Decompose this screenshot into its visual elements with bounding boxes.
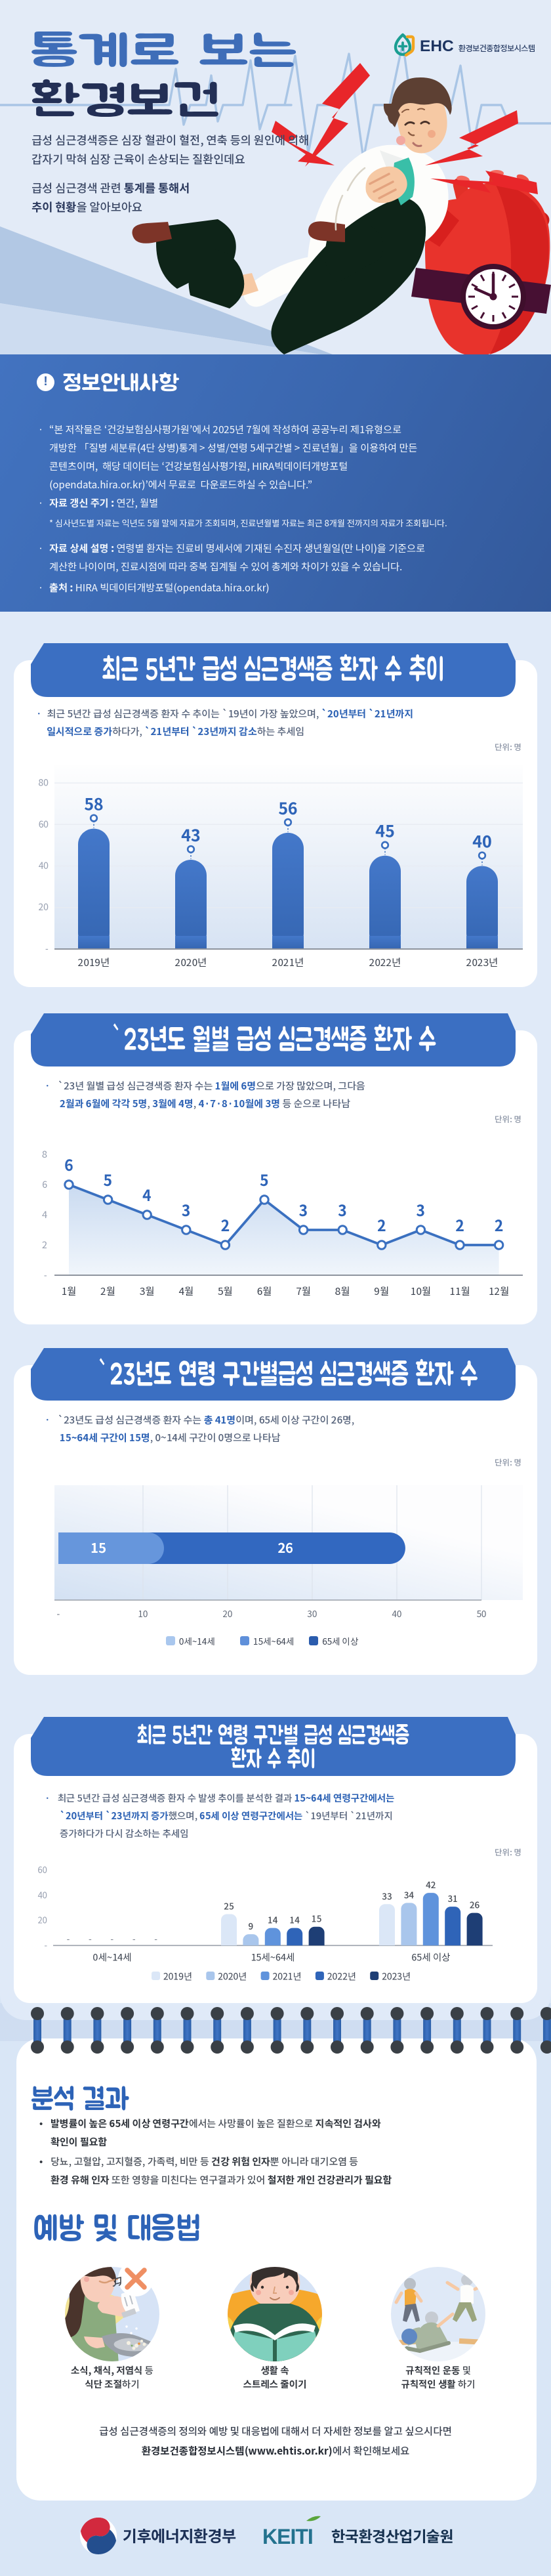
svg-text:30: 30 — [308, 1607, 317, 1620]
svg-text:-: - — [111, 1932, 114, 1945]
svg-text:80: 80 — [38, 776, 49, 790]
svg-text:9: 9 — [249, 1919, 254, 1932]
svg-text:4: 4 — [142, 1183, 152, 1206]
svg-text:3: 3 — [299, 1198, 308, 1221]
svg-text:5: 5 — [104, 1168, 113, 1191]
svg-text:26: 26 — [277, 1538, 293, 1557]
svg-text:40: 40 — [392, 1607, 402, 1620]
svg-text:2019년: 2019년 — [163, 1970, 192, 1983]
svg-text:KEITI: KEITI — [262, 2525, 313, 2548]
svg-text:2021년: 2021년 — [272, 955, 304, 969]
svg-text:15세~64세: 15세~64세 — [251, 1950, 295, 1964]
svg-text:60: 60 — [38, 1864, 47, 1876]
svg-text:3월: 3월 — [140, 1284, 155, 1298]
svg-text:11월: 11월 — [449, 1284, 470, 1298]
svg-text:1월: 1월 — [62, 1284, 77, 1298]
svg-text:5월: 5월 — [218, 1284, 233, 1298]
svg-text:8: 8 — [42, 1147, 47, 1161]
svg-text:9월: 9월 — [374, 1284, 389, 1298]
svg-text:65세 이상: 65세 이상 — [322, 1634, 358, 1647]
svg-text:60: 60 — [38, 818, 49, 831]
svg-text:43: 43 — [181, 823, 201, 847]
svg-text:12월: 12월 — [489, 1284, 509, 1298]
svg-text:3: 3 — [417, 1198, 426, 1221]
svg-text:40: 40 — [38, 1888, 47, 1901]
svg-text:2020년: 2020년 — [175, 955, 207, 969]
svg-text:3: 3 — [338, 1198, 347, 1221]
svg-text:26: 26 — [470, 1898, 480, 1911]
svg-text:15: 15 — [91, 1538, 106, 1557]
svg-text:-: - — [67, 1932, 70, 1945]
svg-text:58: 58 — [84, 792, 104, 816]
svg-text:3: 3 — [182, 1198, 191, 1221]
svg-text:33: 33 — [382, 1889, 392, 1902]
svg-text:2: 2 — [221, 1214, 230, 1236]
svg-text:34: 34 — [404, 1888, 415, 1901]
svg-text:2020년: 2020년 — [218, 1970, 247, 1983]
svg-text:0세~14세: 0세~14세 — [179, 1634, 215, 1647]
svg-text:65세 이상: 65세 이상 — [411, 1950, 450, 1964]
svg-text:0세~14세: 0세~14세 — [93, 1950, 132, 1964]
svg-text:15세~64세: 15세~64세 — [253, 1634, 294, 1647]
svg-text:5: 5 — [260, 1168, 269, 1191]
svg-text:7월: 7월 — [296, 1284, 311, 1298]
svg-text:-: - — [154, 1932, 157, 1945]
svg-text:2월: 2월 — [100, 1284, 115, 1298]
svg-text:2: 2 — [495, 1214, 504, 1236]
svg-text:4월: 4월 — [178, 1284, 194, 1298]
svg-text:-: - — [57, 1607, 60, 1620]
svg-text:6: 6 — [64, 1153, 73, 1175]
svg-text:15: 15 — [312, 1912, 321, 1925]
svg-text:2021년: 2021년 — [273, 1970, 302, 1983]
svg-text:2: 2 — [42, 1238, 47, 1252]
svg-text:2: 2 — [455, 1214, 464, 1236]
svg-text:-: - — [44, 1268, 47, 1282]
svg-text:기후에너지환경부: 기후에너지환경부 — [123, 2523, 236, 2546]
svg-text:40: 40 — [472, 830, 492, 853]
svg-text:40: 40 — [38, 859, 49, 872]
svg-text:4: 4 — [42, 1208, 47, 1221]
svg-text:2022년: 2022년 — [369, 955, 401, 969]
svg-text:한국환경산업기술원: 한국환경산업기술원 — [331, 2524, 453, 2546]
svg-text:2023년: 2023년 — [382, 1970, 411, 1983]
svg-text:45: 45 — [375, 819, 395, 843]
svg-text:20: 20 — [223, 1607, 233, 1620]
svg-text:6월: 6월 — [257, 1284, 272, 1298]
svg-text:2019년: 2019년 — [78, 955, 110, 969]
svg-text:20: 20 — [38, 1914, 47, 1926]
svg-text:10: 10 — [138, 1607, 148, 1620]
svg-text:25: 25 — [224, 1899, 234, 1912]
svg-text:8월: 8월 — [335, 1284, 350, 1298]
svg-text:20: 20 — [38, 900, 49, 914]
svg-text:56: 56 — [278, 796, 298, 820]
svg-text:2023년: 2023년 — [466, 955, 499, 969]
svg-text:2: 2 — [377, 1214, 386, 1236]
svg-text:42: 42 — [426, 1878, 436, 1891]
svg-text:14: 14 — [290, 1913, 300, 1926]
svg-text:2022년: 2022년 — [327, 1970, 356, 1983]
svg-text:-: - — [44, 1939, 47, 1951]
svg-text:6: 6 — [42, 1177, 47, 1191]
svg-text:-: - — [133, 1932, 136, 1945]
svg-text:50: 50 — [477, 1607, 487, 1620]
svg-text:10월: 10월 — [411, 1284, 431, 1298]
svg-text:31: 31 — [448, 1891, 458, 1905]
svg-text:-: - — [45, 942, 49, 956]
svg-text:14: 14 — [268, 1913, 278, 1926]
svg-text:-: - — [89, 1932, 92, 1945]
